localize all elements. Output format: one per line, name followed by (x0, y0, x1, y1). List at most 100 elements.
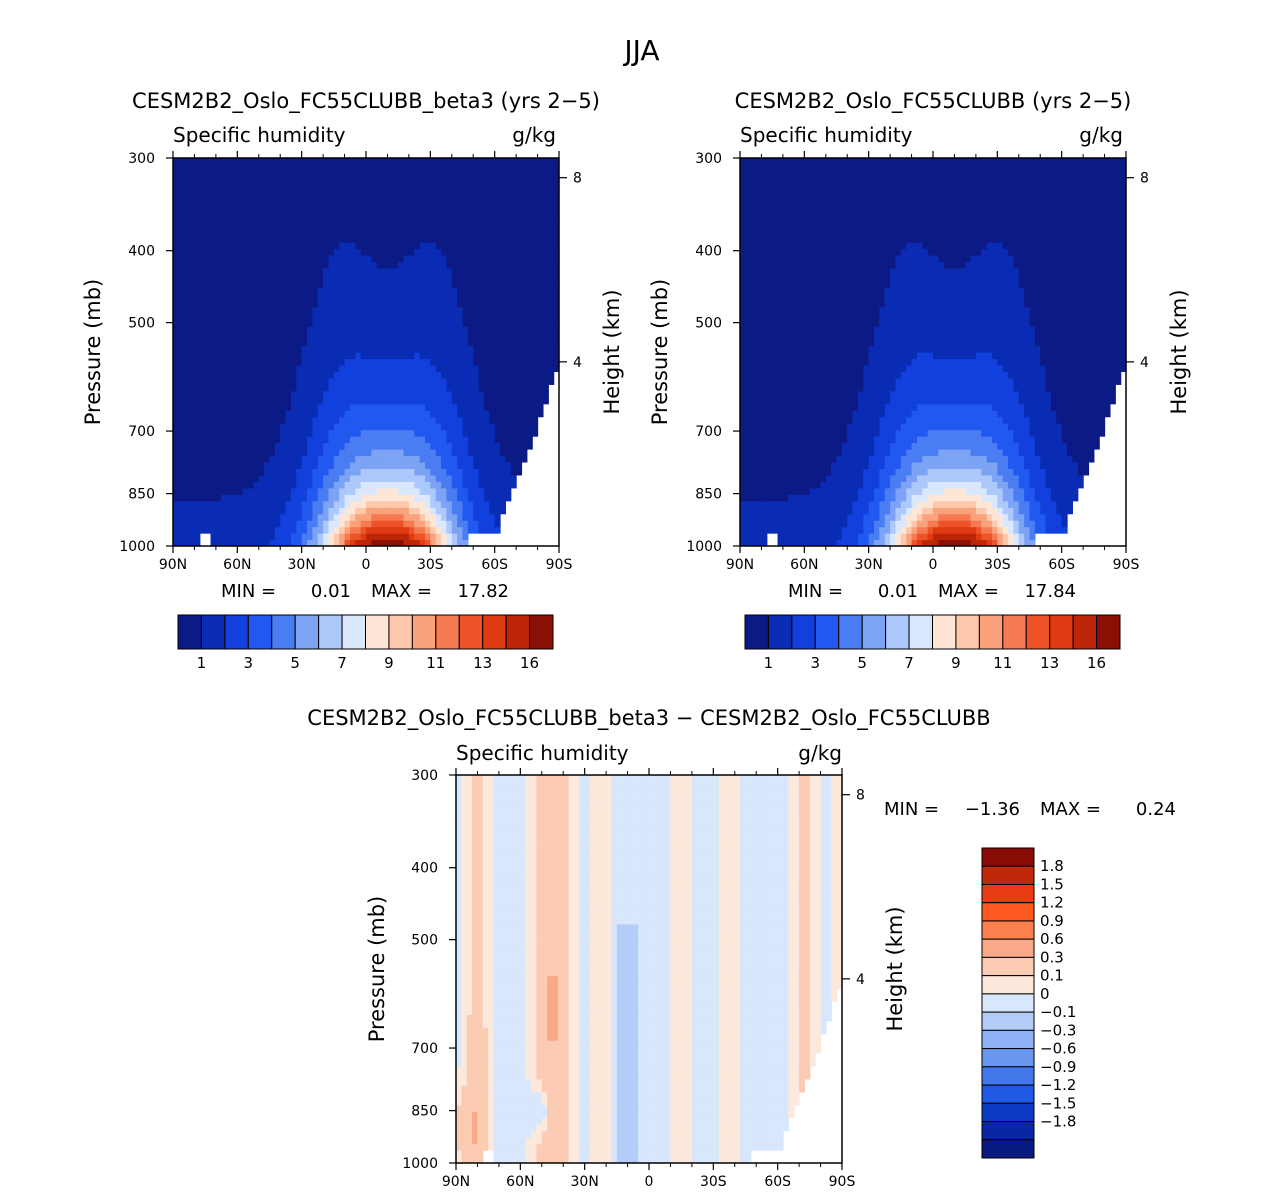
contour-cell (788, 533, 795, 541)
contour-cell (231, 384, 238, 392)
contour-cell (943, 526, 950, 534)
contour-cell (793, 539, 800, 546)
contour-cell (430, 319, 437, 327)
contour-cell (441, 500, 448, 508)
contour-cell (323, 377, 330, 385)
contour-cell (183, 539, 190, 546)
contour-cell (210, 494, 217, 502)
contour-cell (323, 319, 330, 327)
contour-cell (269, 261, 276, 269)
contour-cell (494, 416, 501, 424)
contour-cell (494, 474, 501, 482)
x-tick-label: 30N (288, 557, 316, 573)
contour-cell (1008, 494, 1015, 502)
contour-cell (745, 494, 752, 502)
contour-cell (376, 416, 383, 424)
contour-cell (248, 287, 255, 295)
contour-cell (424, 364, 431, 372)
contour-cell (414, 526, 421, 534)
contour-cell (419, 481, 426, 489)
contour-cell (446, 500, 453, 508)
contour-cell (884, 513, 891, 521)
contour-cell (387, 539, 394, 546)
contour-cell (280, 332, 287, 340)
contour-cell (435, 267, 442, 275)
colorbar-swatch (365, 614, 390, 650)
contour-cell (210, 468, 217, 476)
contour-cell (424, 280, 431, 288)
contour-cell (446, 170, 453, 178)
contour-cell (959, 526, 966, 534)
contour-cell (312, 209, 319, 217)
contour-cell (248, 306, 255, 314)
contour-cell (248, 170, 255, 178)
contour-cell (231, 364, 238, 372)
contour-cell (210, 403, 217, 411)
contour-cell (226, 533, 233, 541)
contour-cell (398, 539, 405, 546)
contour-cell (387, 455, 394, 463)
contour-cell (857, 468, 864, 476)
contour-cell (210, 319, 217, 327)
contour-cell (750, 474, 757, 482)
contour-cell (366, 410, 372, 418)
contour-cell (462, 170, 469, 178)
contour-cell (189, 332, 196, 340)
contour-cell (516, 196, 523, 204)
contour-cell (489, 313, 496, 321)
contour-cell (906, 468, 913, 476)
contour-cell (290, 377, 297, 385)
contour-cell (532, 287, 539, 295)
contour-cell (831, 474, 838, 482)
contour-cell (231, 255, 238, 263)
contour-cell (210, 235, 217, 243)
contour-cell (510, 190, 517, 198)
contour-cell (280, 183, 287, 191)
contour-cell (975, 468, 982, 476)
contour-cell (237, 203, 244, 211)
contour-cell (494, 507, 501, 515)
contour-cell (478, 461, 485, 469)
contour-cell (521, 345, 528, 353)
contour-cell (542, 255, 549, 263)
contour-cell (339, 436, 346, 444)
contour-cell (841, 513, 848, 521)
contour-cell (231, 267, 238, 275)
contour-cell (221, 364, 228, 372)
contour-cell (435, 539, 442, 546)
contour-cell (194, 170, 201, 178)
contour-cell (997, 526, 1004, 534)
contour-cell (344, 481, 351, 489)
contour-cell (333, 436, 340, 444)
contour-cell (189, 203, 196, 211)
contour-cell (237, 442, 244, 450)
contour-cell (366, 449, 372, 457)
contour-cell (392, 248, 399, 256)
contour-cell (782, 461, 789, 469)
contour-cell (199, 520, 206, 528)
contour-cell (494, 235, 501, 243)
contour-cell (526, 274, 533, 282)
contour-cell (553, 267, 559, 275)
contour-cell (237, 500, 244, 508)
contour-cell (505, 293, 512, 301)
contour-cell (205, 267, 212, 275)
contour-cell (376, 403, 383, 411)
contour-cell (258, 306, 265, 314)
contour-cell (489, 423, 496, 431)
contour-cell (231, 423, 238, 431)
contour-cell (280, 235, 287, 243)
contour-cell (231, 158, 238, 166)
contour-cell (360, 293, 367, 301)
contour-cell (532, 164, 539, 172)
contour-cell (258, 384, 265, 392)
contour-cell (189, 358, 196, 366)
contour-cell (526, 339, 533, 347)
contour-cell (339, 209, 346, 217)
panel-right: CESM2B2_Oslo_FC55CLUBB (yrs 2−5) Specifi… (648, 89, 1191, 672)
contour-cell (290, 468, 297, 476)
contour-cell (221, 216, 228, 224)
contour-cell (408, 539, 415, 546)
contour-cell (323, 384, 330, 392)
contour-cell (537, 410, 544, 418)
